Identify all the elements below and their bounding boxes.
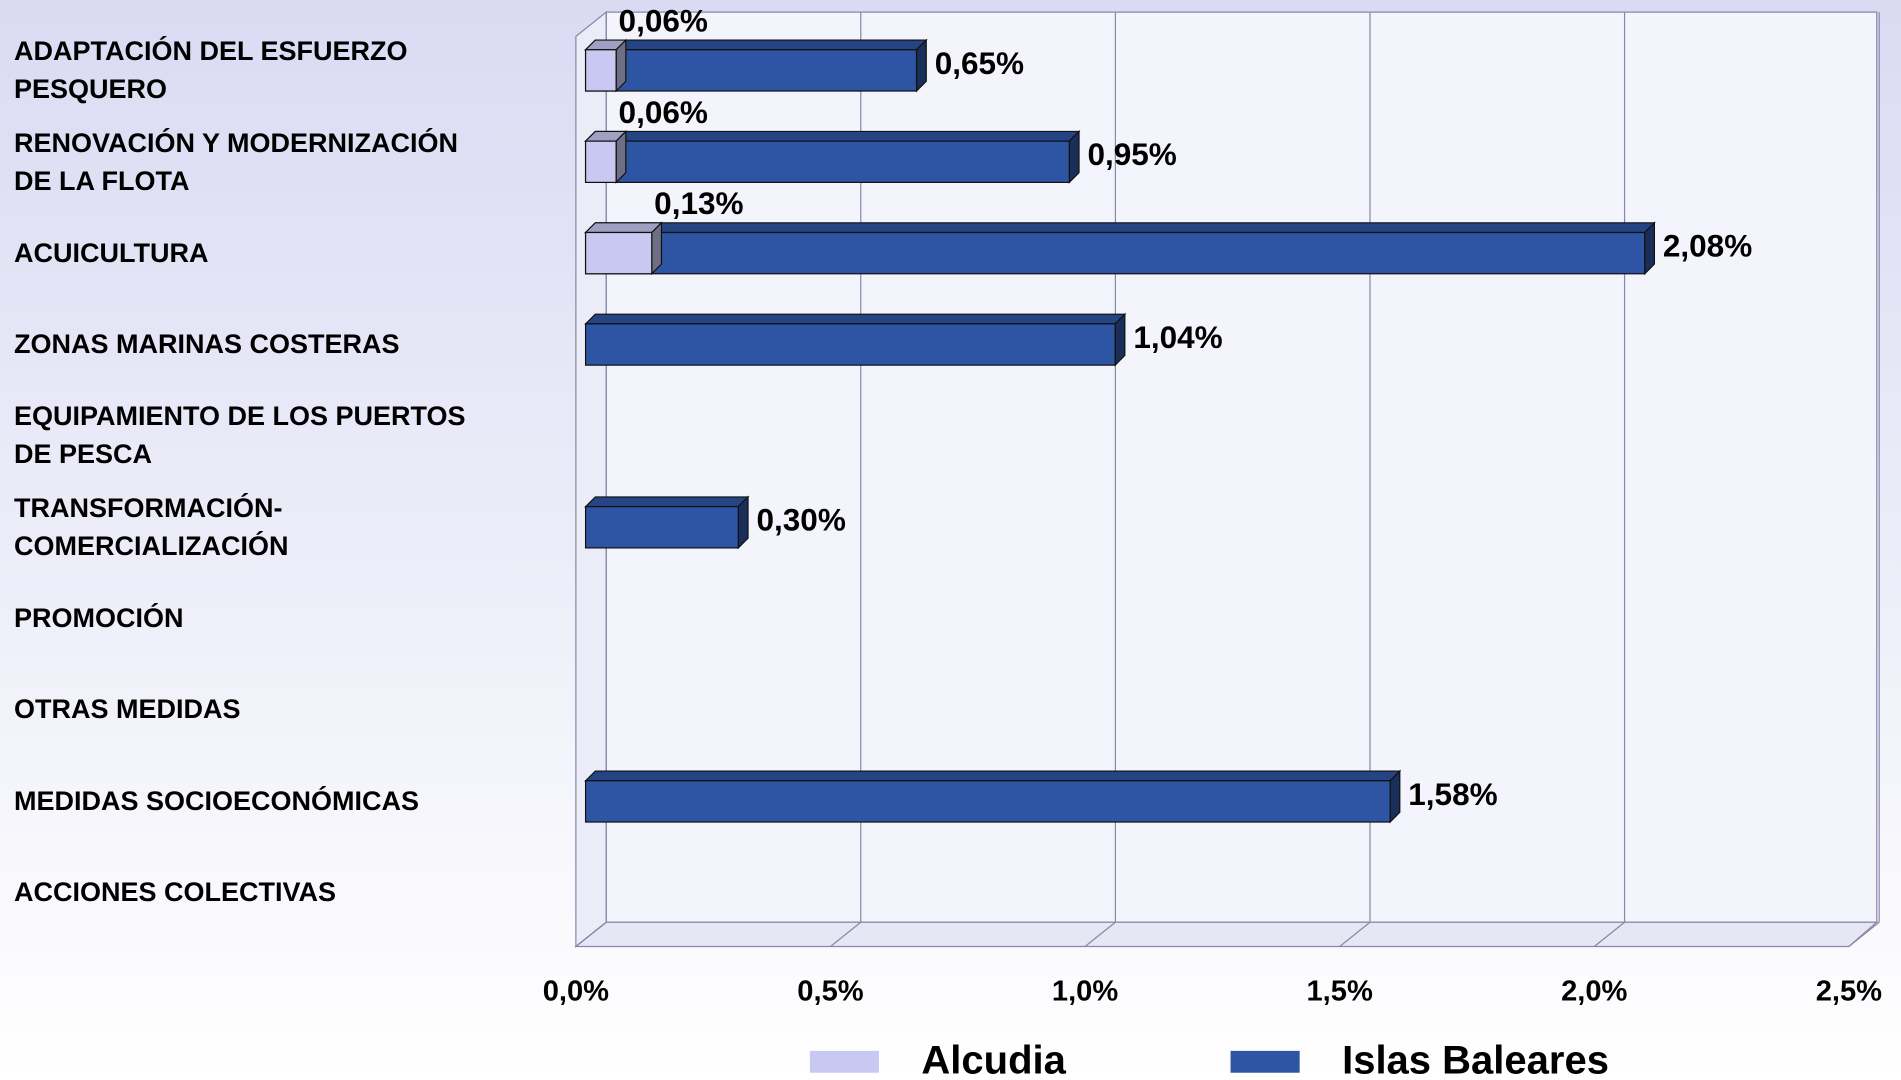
x-tick-label: 2,5% xyxy=(1816,975,1882,1007)
bar xyxy=(584,140,1070,183)
grid-line xyxy=(1339,921,1371,947)
x-tick-label: 2,0% xyxy=(1561,975,1627,1007)
category-label: PROMOCIÓN xyxy=(14,603,184,634)
category-label: ACUICULTURA xyxy=(14,237,209,268)
value-label: 0,65% xyxy=(935,45,1024,81)
bar xyxy=(584,49,918,92)
grid-line xyxy=(1084,921,1116,947)
bar xyxy=(584,231,1646,275)
legend-swatch xyxy=(1230,1050,1300,1073)
grid-line xyxy=(575,921,607,947)
bar-side xyxy=(1068,129,1080,184)
value-label: 2,08% xyxy=(1663,228,1752,264)
bar-side xyxy=(615,38,627,93)
category-label: MEDIDAS SOCIOECONÓMICAS xyxy=(14,785,420,816)
value-label: 1,04% xyxy=(1133,319,1222,355)
category-label: OTRAS MEDIDAS xyxy=(14,694,241,725)
x-tick-label: 1,5% xyxy=(1307,975,1373,1007)
value-label: 0,06% xyxy=(619,94,708,130)
x-tick-label: 0,5% xyxy=(797,975,863,1007)
grid-line xyxy=(1593,921,1625,947)
bar xyxy=(584,506,739,549)
category-label: EQUIPAMIENTO DE LOS PUERTOS DE PESCA xyxy=(14,401,466,470)
bar xyxy=(584,140,617,183)
x-tick-label: 0,0% xyxy=(543,975,609,1007)
legend-label: Islas Baleares xyxy=(1342,1039,1609,1080)
bar-side xyxy=(615,129,627,184)
bar-top xyxy=(584,130,1081,142)
x-tick-label: 1,0% xyxy=(1052,975,1118,1007)
bar-side xyxy=(1644,221,1656,276)
category-label: TRANSFORMACIÓN-COMERCIALIZACIÓN xyxy=(14,492,289,561)
value-label: 1,58% xyxy=(1408,776,1497,812)
bar-top xyxy=(584,222,1656,234)
value-label: 0,13% xyxy=(654,185,743,221)
bar-top xyxy=(584,222,663,234)
category-label: ZONAS MARINAS COSTERAS xyxy=(14,329,400,360)
bar-top xyxy=(584,39,928,51)
bar xyxy=(584,49,617,92)
bar-side xyxy=(737,495,749,550)
bar-side xyxy=(651,221,663,276)
bar-top xyxy=(584,496,750,508)
bar xyxy=(584,323,1116,366)
floor xyxy=(574,921,1879,948)
bar-side xyxy=(915,38,927,93)
bar-side xyxy=(1389,769,1401,824)
value-label: 0,30% xyxy=(757,502,846,538)
category-label: RENOVACIÓN Y MODERNIZACIÓN DE LA FLOTA xyxy=(14,127,459,196)
bar xyxy=(584,231,653,275)
grid-line xyxy=(1848,921,1880,947)
bar-top xyxy=(584,313,1127,325)
legend-swatch xyxy=(809,1050,879,1073)
bar-side xyxy=(1114,312,1126,367)
category-label: ACCIONES COLECTIVAS xyxy=(14,876,337,907)
value-label: 0,06% xyxy=(619,2,708,38)
bar-top xyxy=(584,770,1402,782)
bar xyxy=(584,780,1391,823)
category-label: ADAPTACIÓN DEL ESFUERZO PESQUERO xyxy=(14,36,408,105)
value-label: 0,95% xyxy=(1087,136,1176,172)
legend-label: Alcudia xyxy=(921,1039,1066,1080)
grid-line xyxy=(830,921,862,947)
